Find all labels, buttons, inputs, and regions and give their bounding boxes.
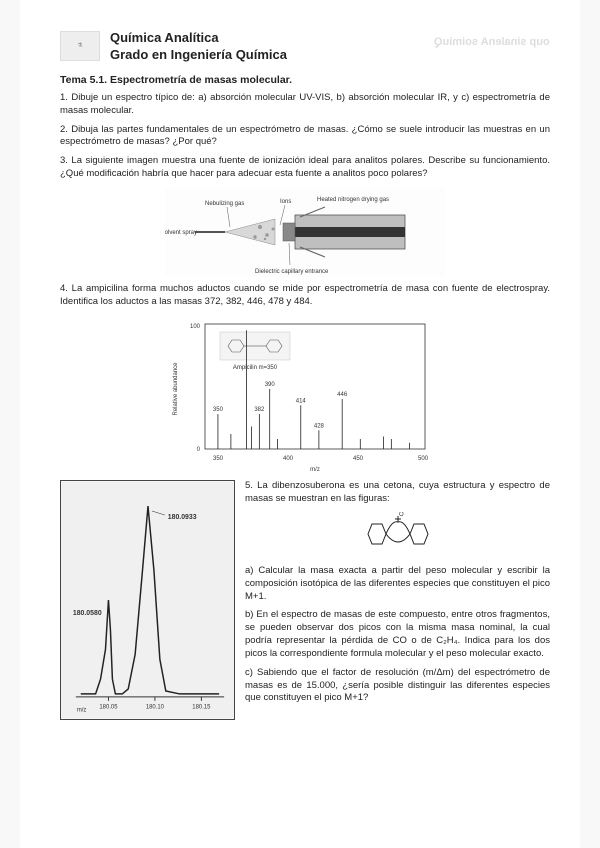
question-1: 1. Dibuje un espectro típico de: a) abso…	[60, 92, 550, 118]
esi-label-neb: Nebulizing gas	[205, 201, 244, 207]
svg-text:m/z: m/z	[77, 708, 87, 714]
question-4: 4. La ampicilina forma muchos aductos cu…	[60, 283, 550, 309]
esi-label-heated: Heated nitrogen drying gas	[317, 197, 389, 203]
question-2: 2. Dibuja las partes fundamentales de un…	[60, 124, 550, 150]
question-3: 3. La siguiente imagen muestra una fuent…	[60, 155, 550, 181]
svg-text:180.05: 180.05	[99, 705, 118, 711]
svg-text:m/z: m/z	[310, 467, 320, 473]
svg-text:350: 350	[213, 456, 224, 462]
question-5-intro: 5. La dibenzosuberona es una cetona, cuy…	[245, 480, 550, 506]
svg-text:O: O	[399, 512, 404, 518]
header-subtitle: Grado en Ingeniería Química	[110, 47, 287, 62]
svg-text:Ampicilin m=350: Ampicilin m=350	[233, 365, 278, 371]
svg-text:414: 414	[296, 399, 307, 405]
ghost-text: oup sinalenA soimiuQ	[434, 36, 550, 48]
svg-text:Relative abundance: Relative abundance	[173, 362, 179, 416]
esi-label-cap: Dielectric capillary entrance	[255, 269, 329, 275]
esi-label-ions: Ions	[280, 199, 291, 205]
svg-text:180.0933: 180.0933	[168, 514, 197, 521]
question-5a: a) Calcular la masa exacta a partir del …	[245, 565, 550, 603]
question-5b: b) En el espectro de masas de este compu…	[245, 609, 550, 660]
topic-title: Tema 5.1. Espectrometría de masas molecu…	[60, 74, 550, 86]
figure-highres-spectrum: 180.0933 180.0580 m/z 180.05 180.10 180.…	[60, 480, 235, 720]
svg-text:382: 382	[254, 407, 265, 413]
figure-mass-spectrum: 100 0 Relative abundance Ampicilin m=350…	[165, 314, 445, 474]
figure-dibenzosuberone: O	[358, 512, 438, 557]
svg-text:390: 390	[265, 382, 276, 388]
svg-text:180.10: 180.10	[146, 705, 165, 711]
svg-text:428: 428	[314, 424, 325, 430]
svg-text:450: 450	[353, 456, 364, 462]
question-5c: c) Sabiendo que el factor de resolución …	[245, 667, 550, 705]
svg-text:350: 350	[213, 407, 224, 413]
figure-esi-source: Nebulizing gas Solvent spray Ions Heated…	[165, 187, 445, 277]
logo-placeholder: ⚗	[60, 31, 100, 61]
svg-text:500: 500	[418, 456, 429, 462]
svg-text:100: 100	[190, 324, 201, 330]
svg-text:180.0580: 180.0580	[73, 610, 102, 617]
svg-text:446: 446	[337, 392, 348, 398]
question-5-row: 180.0933 180.0580 m/z 180.05 180.10 180.…	[60, 480, 550, 723]
esi-label-spray: Solvent spray	[165, 230, 197, 236]
svg-text:180.15: 180.15	[192, 705, 211, 711]
svg-text:400: 400	[283, 456, 294, 462]
header-title: Química Analítica	[110, 30, 287, 47]
page: oup sinalenA soimiuQ ⚗ Química Analítica…	[20, 0, 580, 848]
